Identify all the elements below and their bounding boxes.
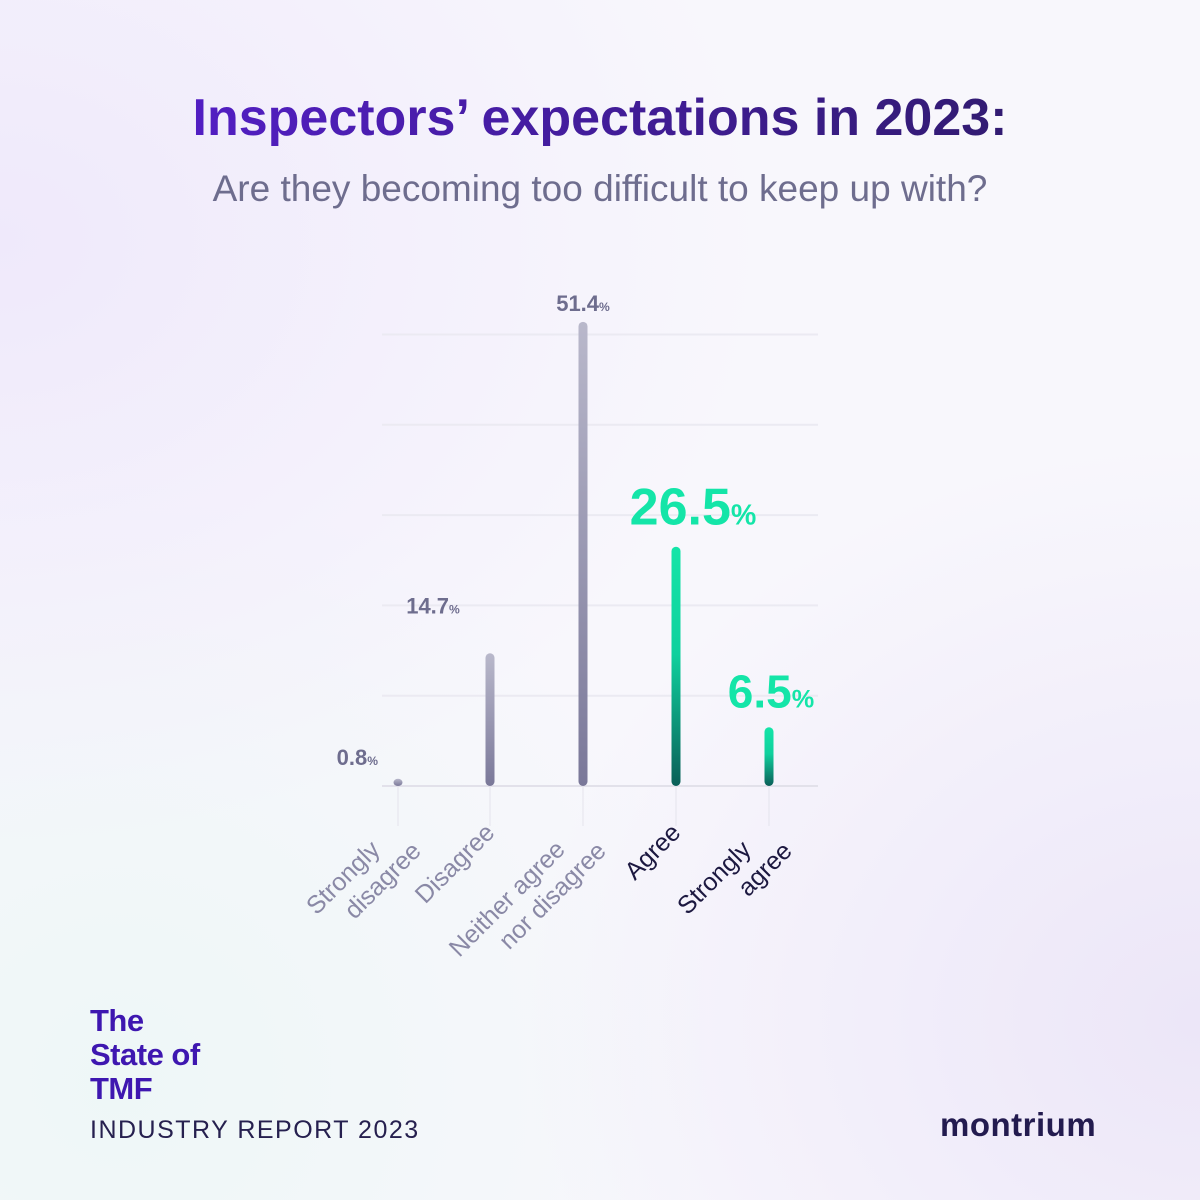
montrium-logo: montrium — [940, 1106, 1097, 1143]
category-label: Stronglydisagree — [301, 816, 427, 942]
data-label: 14.7% — [406, 593, 460, 618]
brand-line: TMF — [90, 1071, 153, 1106]
category-label: Agree — [619, 818, 686, 885]
brand-line: The — [90, 1003, 144, 1038]
data-label: 26.5% — [630, 479, 757, 537]
data-label: 51.4% — [556, 291, 610, 316]
brand-line: State of — [90, 1037, 200, 1072]
bar — [764, 727, 774, 786]
bar — [393, 778, 403, 786]
category-label: Stronglyagree — [672, 816, 798, 942]
data-label: 0.8% — [337, 745, 379, 770]
bar — [671, 546, 681, 786]
chart-title: Inspectors’ expectations in 2023: — [0, 88, 1200, 148]
data-label: 6.5% — [728, 665, 814, 717]
category-label: Disagree — [410, 818, 501, 909]
bar — [578, 321, 588, 786]
chart-subtitle: Are they becoming too difficult to keep … — [212, 168, 988, 209]
bar — [485, 653, 495, 786]
report-subtitle: INDUSTRY REPORT 2023 — [90, 1116, 420, 1144]
report-brand: The State of TMF — [90, 1004, 200, 1106]
